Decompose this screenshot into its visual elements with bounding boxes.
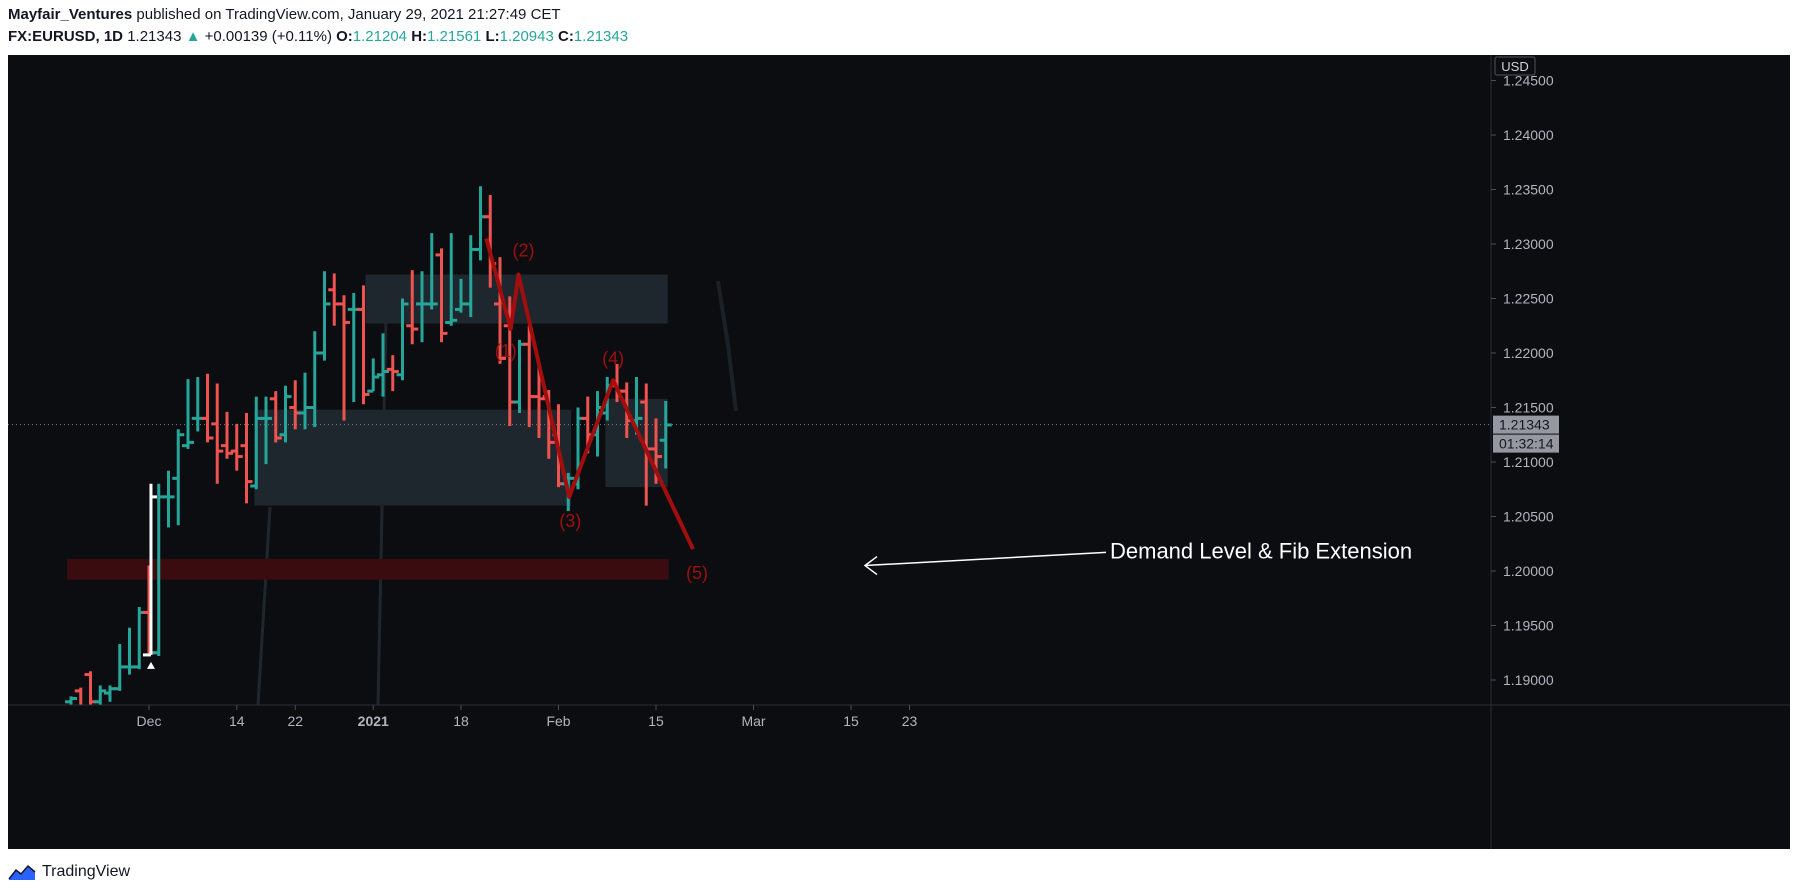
y-tick-label: 1.19500 (1503, 618, 1554, 634)
high-value: 1.21561 (427, 28, 482, 45)
x-tick-label: 23 (902, 713, 918, 729)
close-value: 1.21343 (573, 28, 629, 45)
elliott-wave-line (484, 238, 695, 551)
price-change: +0.00139 (+0.11%) (204, 28, 332, 45)
ohlc-bar[interactable] (94, 685, 107, 707)
x-tick-label: 22 (287, 713, 303, 729)
x-tick-label: 14 (229, 713, 245, 729)
ohlc-bar[interactable] (221, 411, 233, 459)
y-tick-label: 1.23000 (1503, 236, 1554, 252)
ohlc-bar[interactable] (396, 298, 409, 381)
y-tick-label: 1.23500 (1503, 182, 1554, 198)
y-tick-label: 1.24500 (1503, 73, 1554, 89)
ohlc-bar[interactable] (269, 391, 282, 443)
low-value: 1.20943 (499, 28, 554, 45)
symbol-label: FX:EURUSD, 1D (8, 28, 124, 45)
y-tick-label: 1.20000 (1503, 563, 1554, 579)
annotation-text: Demand Level & Fib Extension (1110, 538, 1412, 563)
last-price-label: 1.21343 (1499, 417, 1550, 433)
ohlc-bar[interactable] (494, 257, 506, 364)
x-tick-label: 2021 (358, 713, 389, 729)
plot-area[interactable]: (1) (2) (3) (4) (5) Demand Level & Fib Extens… (8, 186, 1491, 715)
wave-label: (3) (559, 511, 581, 531)
y-tick-label: 1.21000 (1503, 454, 1554, 470)
wave-label: (4) (602, 348, 624, 368)
footer: TradingView (8, 860, 130, 884)
ohlc-bar[interactable] (367, 358, 380, 393)
ohlc-bar[interactable] (74, 687, 87, 715)
demand-zone (67, 559, 669, 580)
last-price-badge (1493, 415, 1559, 434)
publish-line: Mayfair_Ventures published on TradingVie… (8, 6, 561, 23)
ohlc-bar[interactable] (377, 333, 389, 397)
countdown-label: 01:32:14 (1499, 436, 1554, 452)
arrow-head-icon (863, 555, 878, 576)
x-tick-label: Mar (741, 713, 765, 729)
price-chart[interactable]: (1) (2) (3) (4) (5) Demand Level & Fib Extens… (8, 55, 1790, 849)
y-tick-label: 1.22500 (1503, 291, 1554, 307)
ohlc-bar[interactable] (533, 366, 545, 439)
tradingview-logo-icon (8, 864, 36, 880)
last-price: 1.21343 (127, 28, 182, 45)
annotation-arrow-line (864, 551, 1107, 567)
open-value: 1.21204 (352, 28, 408, 45)
wave-label: (5) (686, 563, 708, 583)
close-label: C: (558, 28, 574, 45)
ohlc-bar[interactable] (445, 233, 458, 326)
y-tick-label: 1.21500 (1503, 400, 1554, 416)
up-triangle-icon: ▲ (185, 28, 201, 45)
ohlc-bar[interactable] (406, 270, 419, 345)
currency-label: USD (1501, 59, 1528, 74)
high-label: H: (411, 28, 428, 45)
ohlc-bar[interactable] (211, 383, 224, 484)
ohlc-bar[interactable] (425, 233, 438, 310)
y-tick-label: 1.22000 (1503, 345, 1554, 361)
low-label: L: (485, 28, 500, 45)
open-label: O: (336, 28, 353, 45)
ohlc-bar[interactable] (357, 285, 370, 405)
ohlc-bar[interactable] (318, 271, 331, 361)
consolidation-zone (254, 409, 572, 506)
ohlc-bar[interactable] (162, 470, 175, 528)
ohlc-bar[interactable] (230, 423, 243, 471)
ohlc-bar[interactable] (260, 396, 272, 465)
ohlc-bar[interactable] (240, 412, 253, 504)
plot-layer[interactable]: (1) (2) (3) (4) (5) Demand Level & Fib Extens… (8, 186, 1491, 715)
zone-trail (716, 280, 738, 412)
ohlc-bar[interactable] (182, 379, 194, 449)
ohlc-bar[interactable] (338, 295, 350, 421)
author-name: Mayfair_Ventures (8, 6, 133, 23)
x-tick-label: Feb (546, 713, 570, 729)
y-tick-label: 1.19000 (1503, 672, 1554, 688)
y-tick-label: 1.24000 (1503, 127, 1554, 143)
ohlc-bar[interactable] (279, 385, 292, 443)
x-tick-label: Dec (137, 713, 162, 729)
wave-label: (2) (513, 241, 535, 261)
ohlc-bar[interactable] (435, 248, 448, 343)
publish-info: published on TradingView.com, January 29… (132, 6, 561, 23)
ohlc-line: FX:EURUSD, 1D 1.21343 ▲ +0.00139 (+0.11%… (8, 28, 628, 45)
wave-label: (1) (495, 341, 517, 361)
x-tick-label: 18 (453, 713, 469, 729)
zone-trail (256, 506, 272, 705)
ohlc-bar[interactable] (386, 355, 399, 392)
ohlc-bar[interactable] (659, 400, 672, 469)
ohlc-bar[interactable] (172, 429, 185, 526)
brand-name: TradingView (42, 863, 131, 880)
ohlc-bar[interactable] (201, 373, 214, 443)
marker-triangle-icon (146, 661, 155, 669)
axes: 1.19000 1.19500 1.20000 1.20500 1.21000 1.215… (8, 55, 1790, 849)
currency-badge[interactable] (1494, 56, 1536, 76)
y-tick-label: 1.20500 (1503, 509, 1554, 525)
x-tick-label: 15 (648, 713, 664, 729)
x-tick-label: 15 (843, 713, 859, 729)
countdown-badge (1493, 434, 1559, 453)
